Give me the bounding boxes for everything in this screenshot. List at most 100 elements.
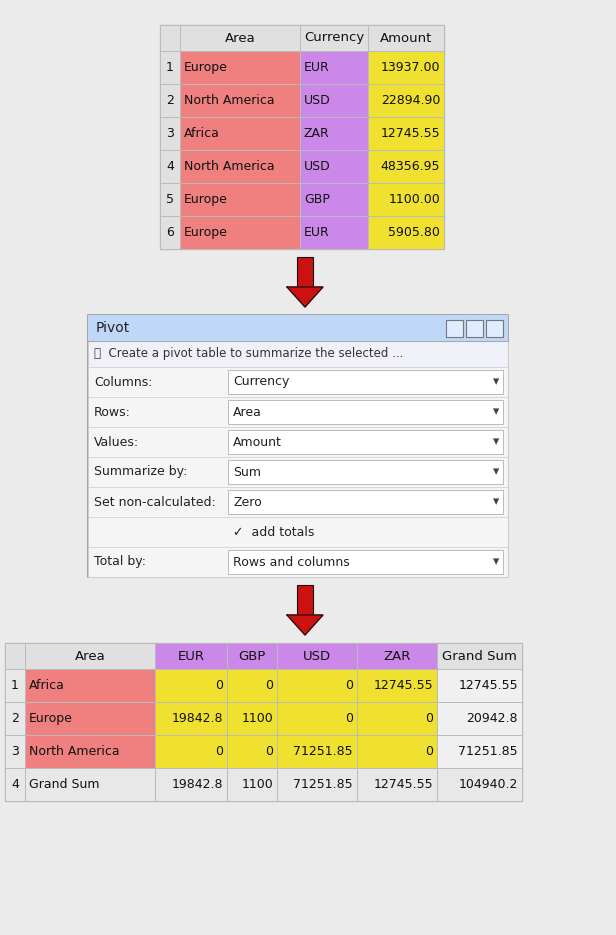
Bar (357, 669, 437, 702)
Text: 20942.8: 20942.8 (466, 712, 518, 725)
Bar (227, 669, 277, 702)
Bar (88, 315, 508, 577)
Text: 0: 0 (425, 745, 433, 758)
Text: Europe: Europe (29, 712, 73, 725)
Text: EUR: EUR (304, 226, 330, 239)
Bar (486, 320, 503, 337)
Text: Currency: Currency (233, 376, 290, 389)
Bar (160, 25, 180, 51)
Text: Area: Area (233, 406, 262, 419)
Text: 5905.80: 5905.80 (388, 226, 440, 239)
Text: Amount: Amount (233, 436, 282, 449)
Text: 19842.8: 19842.8 (171, 712, 223, 725)
Text: 1100: 1100 (241, 778, 273, 791)
Bar (228, 430, 503, 454)
Text: 3: 3 (11, 745, 19, 758)
Bar (357, 643, 437, 669)
Text: 3: 3 (166, 127, 174, 140)
Polygon shape (287, 615, 323, 635)
Bar (160, 117, 180, 150)
Text: 4: 4 (11, 778, 19, 791)
Text: 0: 0 (425, 712, 433, 725)
Bar (5, 643, 25, 669)
Bar (25, 768, 155, 801)
Bar (368, 51, 444, 84)
Text: Rows and columns: Rows and columns (233, 555, 350, 568)
Text: Rows:: Rows: (94, 406, 131, 419)
Bar (160, 51, 180, 84)
Text: Europe: Europe (184, 226, 228, 239)
Bar (277, 702, 357, 735)
Bar (466, 320, 483, 337)
Bar (300, 117, 368, 150)
Bar (5, 768, 25, 801)
Bar (368, 150, 444, 183)
Bar (300, 51, 368, 84)
Bar (155, 735, 227, 768)
Text: Africa: Africa (29, 679, 65, 692)
Text: EUR: EUR (304, 61, 330, 74)
Text: Europe: Europe (184, 193, 228, 206)
Text: North America: North America (184, 160, 275, 173)
Bar (180, 150, 300, 183)
Bar (437, 643, 522, 669)
Text: 22894.90: 22894.90 (381, 94, 440, 107)
Bar (300, 84, 368, 117)
Bar (5, 643, 522, 801)
Bar (88, 367, 508, 397)
Bar (228, 490, 503, 514)
Text: Area: Area (75, 650, 105, 663)
Text: 1100: 1100 (241, 712, 273, 725)
Bar (437, 735, 522, 768)
Bar (25, 669, 155, 702)
Text: 12745.55: 12745.55 (380, 127, 440, 140)
Bar (277, 643, 357, 669)
Text: North America: North America (184, 94, 275, 107)
Bar (160, 84, 180, 117)
Bar (25, 702, 155, 735)
Text: Area: Area (225, 32, 256, 45)
Text: Grand Sum: Grand Sum (442, 650, 517, 663)
Bar (277, 735, 357, 768)
Text: 19842.8: 19842.8 (171, 778, 223, 791)
Bar (437, 768, 522, 801)
Text: 48356.95: 48356.95 (381, 160, 440, 173)
Bar (180, 117, 300, 150)
Bar (180, 183, 300, 216)
Bar (160, 183, 180, 216)
Bar (25, 643, 155, 669)
Text: ▾: ▾ (493, 555, 499, 568)
Bar (160, 216, 180, 249)
Bar (88, 315, 508, 341)
Text: 13937.00: 13937.00 (381, 61, 440, 74)
Text: ▾: ▾ (493, 376, 499, 389)
Bar (228, 370, 503, 394)
Text: 12745.55: 12745.55 (373, 778, 433, 791)
Bar (5, 702, 25, 735)
Bar (437, 669, 522, 702)
Text: USD: USD (304, 94, 331, 107)
Bar (88, 427, 508, 457)
Text: GBP: GBP (238, 650, 265, 663)
Bar (88, 517, 508, 547)
Text: Zero: Zero (233, 496, 262, 509)
Bar (88, 341, 508, 367)
Bar (88, 487, 508, 517)
Text: Set non-calculated:: Set non-calculated: (94, 496, 216, 509)
Text: 0: 0 (215, 679, 223, 692)
Text: 12745.55: 12745.55 (373, 679, 433, 692)
Text: Columns:: Columns: (94, 376, 153, 389)
Text: ▾: ▾ (493, 436, 499, 449)
Text: 0: 0 (345, 712, 353, 725)
Text: 0: 0 (265, 745, 273, 758)
Text: ⓘ  Create a pivot table to summarize the selected ...: ⓘ Create a pivot table to summarize the … (94, 348, 403, 361)
Bar (300, 183, 368, 216)
Text: GBP: GBP (304, 193, 330, 206)
Bar (446, 320, 463, 337)
Text: 71251.85: 71251.85 (293, 778, 353, 791)
Bar (160, 150, 180, 183)
Text: Africa: Africa (184, 127, 220, 140)
Bar (300, 216, 368, 249)
Bar (357, 768, 437, 801)
Bar (277, 768, 357, 801)
